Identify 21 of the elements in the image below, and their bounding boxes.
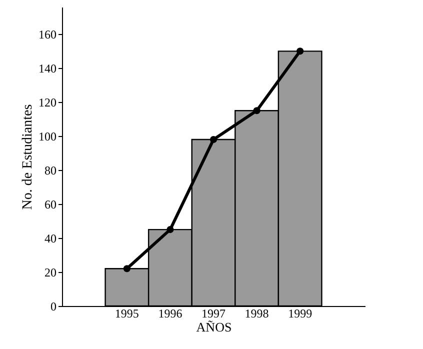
x-tick-label: 1998 bbox=[244, 306, 269, 320]
point bbox=[210, 136, 218, 144]
point bbox=[123, 265, 130, 272]
y-tick-label: 80 bbox=[44, 164, 56, 178]
y-tick-label: 120 bbox=[38, 96, 56, 110]
x-tick-label: 1997 bbox=[202, 306, 226, 320]
y-tick-label: 60 bbox=[44, 198, 56, 212]
x-tick-label: 1995 bbox=[114, 306, 139, 320]
x-tick-label: 1999 bbox=[288, 306, 312, 320]
x-tick-label: 1996 bbox=[158, 306, 182, 320]
y-tick-label: 0 bbox=[50, 300, 56, 314]
y-tick-label: 20 bbox=[44, 266, 56, 280]
y-tick-label: 160 bbox=[38, 28, 56, 42]
y-tick-label: 100 bbox=[38, 130, 56, 144]
y-tick-label: 140 bbox=[38, 62, 56, 76]
y-tick-label: 40 bbox=[44, 232, 56, 246]
point bbox=[166, 226, 174, 234]
y-axis-title: No. de Estudiantes bbox=[20, 104, 36, 210]
point bbox=[253, 107, 260, 114]
x-axis-title: AÑOS bbox=[196, 320, 232, 334]
point bbox=[296, 48, 304, 55]
